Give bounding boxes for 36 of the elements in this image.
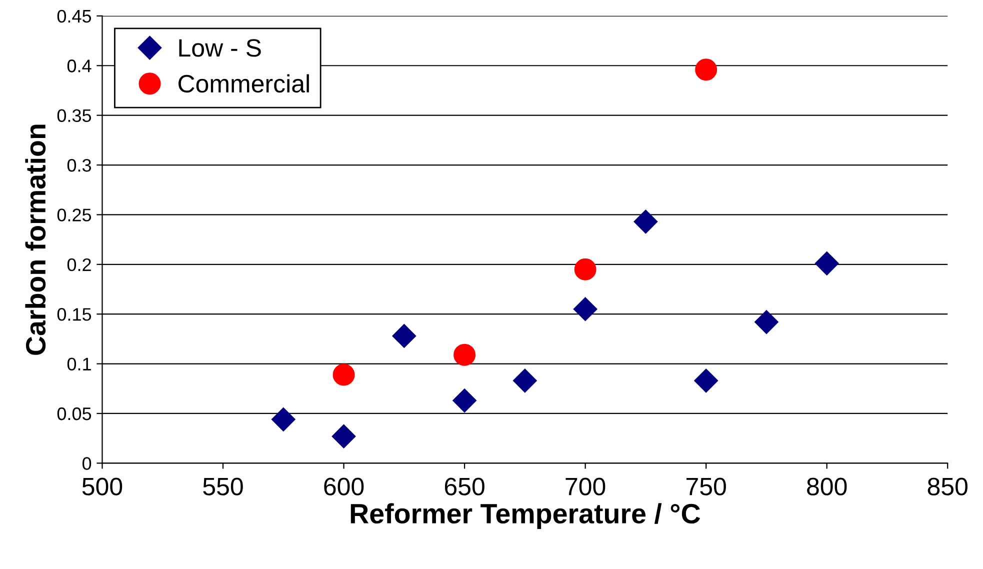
x-tick-label: 850 (928, 478, 968, 496)
point (452, 388, 476, 412)
legend-label: Commercial (178, 74, 309, 93)
x-tick-label: 600 (324, 478, 364, 496)
x-tick-label: 650 (444, 478, 484, 496)
point (634, 210, 658, 234)
point (573, 297, 598, 322)
point (392, 324, 416, 348)
point (694, 368, 718, 393)
y-tick-label: 0.05 (57, 407, 92, 420)
y-tick-label: 0.4 (67, 60, 92, 72)
point (695, 58, 718, 81)
point (814, 252, 839, 276)
y-axis-title: Carbon formation (25, 124, 46, 355)
point (574, 258, 596, 280)
point (754, 310, 778, 334)
y-tick-label: 0.3 (67, 158, 92, 172)
y-tick-label: 0 (82, 457, 92, 470)
y-tick-label: 0.2 (67, 258, 91, 272)
point (271, 408, 296, 432)
x-tick-label: 800 (807, 478, 847, 496)
y-tick-label: 0.1 (67, 358, 91, 370)
y-tick-label: 0.25 (57, 208, 92, 222)
point (513, 368, 537, 393)
point (332, 364, 355, 386)
x-tick-label: 550 (203, 478, 243, 496)
point (454, 344, 476, 366)
y-tick-label: 0.45 (57, 10, 92, 23)
x-tick-label: 700 (566, 478, 606, 496)
y-tick-label: 0.15 (57, 308, 92, 321)
point (332, 424, 356, 448)
x-axis-title: Reformer Temperature / °C (350, 503, 700, 530)
x-tick-label: 750 (686, 478, 726, 496)
x-tick-label: 500 (82, 478, 122, 496)
y-tick-label: 0.35 (57, 109, 92, 122)
legend-label: Low - S (179, 39, 261, 57)
